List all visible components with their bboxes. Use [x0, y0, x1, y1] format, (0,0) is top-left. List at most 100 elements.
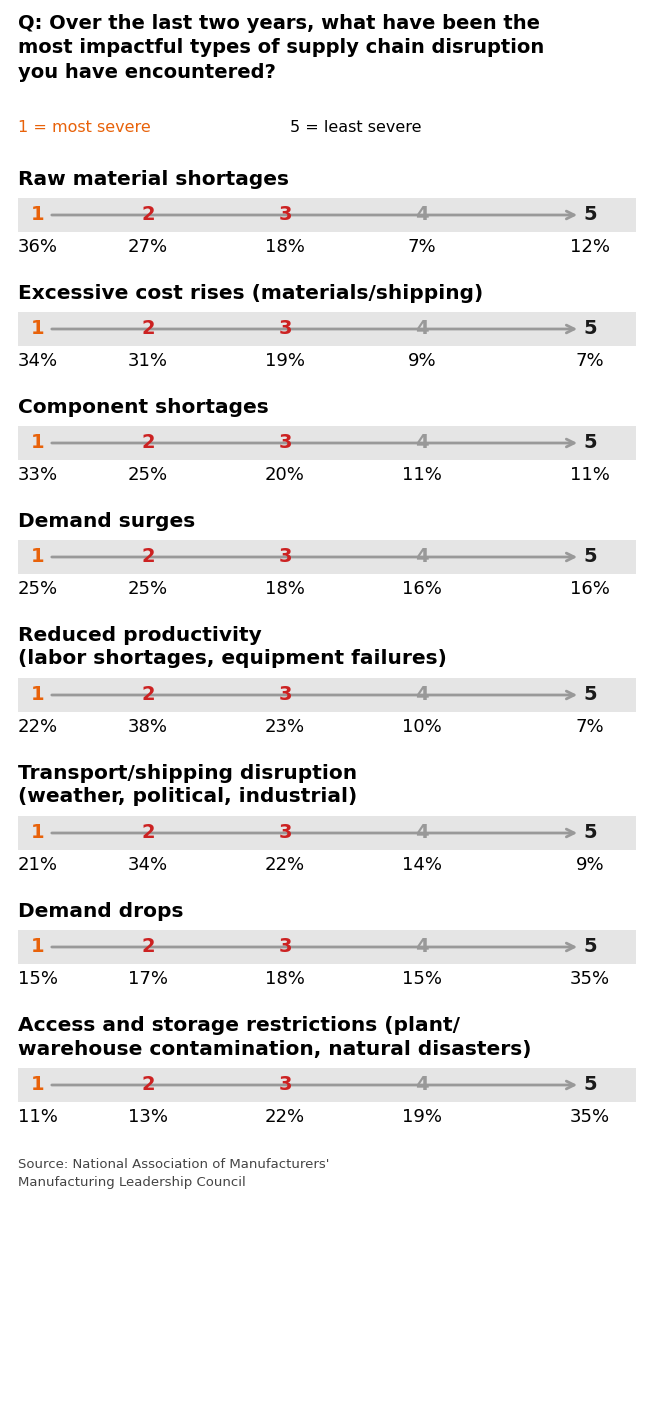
Text: 9%: 9%: [407, 353, 436, 370]
Bar: [18, 930, 636, 964]
Text: 13%: 13%: [128, 1108, 168, 1126]
Text: 2: 2: [141, 823, 155, 842]
Text: 22%: 22%: [265, 1108, 305, 1126]
Text: 33%: 33%: [18, 466, 58, 483]
Text: 5: 5: [583, 547, 597, 566]
Text: 25%: 25%: [128, 580, 168, 599]
Text: 7%: 7%: [407, 237, 436, 256]
Text: 5: 5: [583, 434, 597, 452]
Text: 4: 4: [415, 1075, 429, 1095]
Text: 2: 2: [141, 937, 155, 957]
Text: 34%: 34%: [18, 353, 58, 370]
Text: 10%: 10%: [402, 718, 442, 737]
Text: 36%: 36%: [18, 237, 58, 256]
Text: 14%: 14%: [402, 856, 442, 875]
Text: 25%: 25%: [128, 466, 168, 483]
Text: Transport/shipping disruption
(weather, political, industrial): Transport/shipping disruption (weather, …: [18, 764, 357, 806]
Bar: [18, 816, 636, 850]
Text: 11%: 11%: [402, 466, 442, 483]
Text: 7%: 7%: [576, 718, 605, 737]
Text: 5: 5: [583, 937, 597, 957]
Text: 16%: 16%: [570, 580, 610, 599]
Text: 1: 1: [31, 434, 45, 452]
Text: 15%: 15%: [18, 970, 58, 988]
Text: 20%: 20%: [265, 466, 305, 483]
Text: 3: 3: [278, 320, 291, 338]
Text: 17%: 17%: [128, 970, 168, 988]
Text: 1: 1: [31, 547, 45, 566]
Text: 1: 1: [31, 320, 45, 338]
Text: 4: 4: [415, 937, 429, 957]
Text: 35%: 35%: [570, 1108, 610, 1126]
Text: 5 = least severe: 5 = least severe: [290, 119, 422, 135]
Text: 11%: 11%: [18, 1108, 58, 1126]
Text: 4: 4: [415, 823, 429, 842]
Text: 31%: 31%: [128, 353, 168, 370]
Text: 11%: 11%: [570, 466, 610, 483]
Text: 3: 3: [278, 1075, 291, 1095]
Text: 25%: 25%: [18, 580, 58, 599]
Text: 3: 3: [278, 823, 291, 842]
Text: 5: 5: [583, 1075, 597, 1095]
Text: 18%: 18%: [265, 580, 305, 599]
Text: 3: 3: [278, 937, 291, 957]
Text: 4: 4: [415, 685, 429, 704]
Text: 5: 5: [583, 685, 597, 704]
Text: 22%: 22%: [265, 856, 305, 875]
Bar: [18, 678, 636, 712]
Text: Source: National Association of Manufacturers'
Manufacturing Leadership Council: Source: National Association of Manufact…: [18, 1158, 329, 1189]
Text: 2: 2: [141, 547, 155, 566]
Text: 3: 3: [278, 547, 291, 566]
Text: 22%: 22%: [18, 718, 58, 737]
Text: 4: 4: [415, 547, 429, 566]
Text: 1: 1: [31, 685, 45, 704]
Text: 18%: 18%: [265, 237, 305, 256]
Text: 3: 3: [278, 434, 291, 452]
Bar: [18, 311, 636, 346]
Text: 3: 3: [278, 206, 291, 225]
Text: 2: 2: [141, 320, 155, 338]
Text: 34%: 34%: [128, 856, 168, 875]
Text: 1: 1: [31, 1075, 45, 1095]
Text: Demand surges: Demand surges: [18, 512, 195, 530]
Text: 1 = most severe: 1 = most severe: [18, 119, 151, 135]
Text: 7%: 7%: [576, 353, 605, 370]
Text: 2: 2: [141, 1075, 155, 1095]
Text: 1: 1: [31, 937, 45, 957]
Text: 4: 4: [415, 434, 429, 452]
Text: 5: 5: [583, 206, 597, 225]
Text: 2: 2: [141, 685, 155, 704]
Text: 19%: 19%: [265, 353, 305, 370]
Text: 16%: 16%: [402, 580, 442, 599]
Text: 1: 1: [31, 206, 45, 225]
Text: Demand drops: Demand drops: [18, 902, 183, 921]
Text: 9%: 9%: [576, 856, 605, 875]
Text: 23%: 23%: [265, 718, 305, 737]
Text: 4: 4: [415, 320, 429, 338]
Text: Component shortages: Component shortages: [18, 398, 269, 417]
Text: Reduced productivity
(labor shortages, equipment failures): Reduced productivity (labor shortages, e…: [18, 626, 447, 668]
Text: 21%: 21%: [18, 856, 58, 875]
Text: 18%: 18%: [265, 970, 305, 988]
Text: Q: Over the last two years, what have been the
most impactful types of supply ch: Q: Over the last two years, what have be…: [18, 14, 544, 81]
Text: 35%: 35%: [570, 970, 610, 988]
Text: 2: 2: [141, 206, 155, 225]
Text: 19%: 19%: [402, 1108, 442, 1126]
Bar: [18, 1068, 636, 1102]
Text: 4: 4: [415, 206, 429, 225]
Text: 3: 3: [278, 685, 291, 704]
Text: 38%: 38%: [128, 718, 168, 737]
Text: Access and storage restrictions (plant/
warehouse contamination, natural disaste: Access and storage restrictions (plant/ …: [18, 1015, 531, 1058]
Text: 27%: 27%: [128, 237, 168, 256]
Text: 5: 5: [583, 823, 597, 842]
Bar: [18, 198, 636, 232]
Text: 15%: 15%: [402, 970, 442, 988]
Text: 12%: 12%: [570, 237, 610, 256]
Text: Excessive cost rises (materials/shipping): Excessive cost rises (materials/shipping…: [18, 284, 483, 303]
Text: Raw material shortages: Raw material shortages: [18, 171, 289, 189]
Text: 5: 5: [583, 320, 597, 338]
Bar: [18, 427, 636, 459]
Text: 2: 2: [141, 434, 155, 452]
Bar: [18, 540, 636, 574]
Text: 1: 1: [31, 823, 45, 842]
